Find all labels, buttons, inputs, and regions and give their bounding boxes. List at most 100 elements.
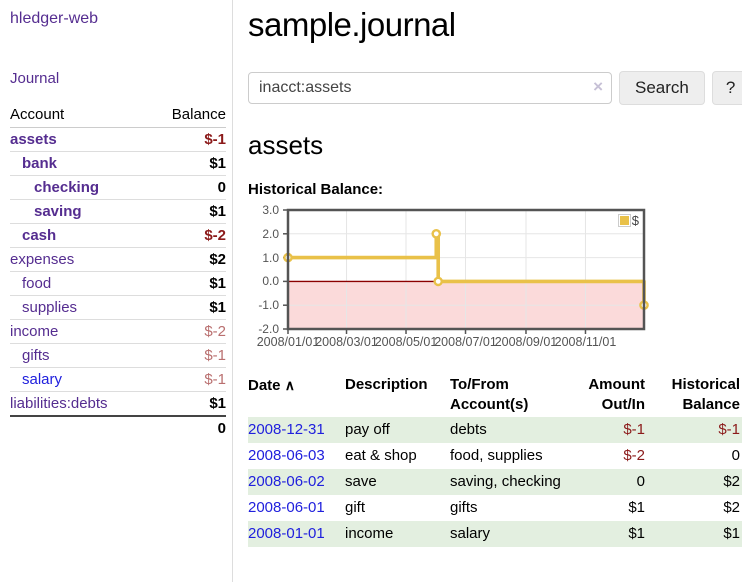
account-link-supplies[interactable]: supplies (22, 299, 77, 316)
account-balance: $-1 (149, 128, 226, 152)
y-axis-tick-label: -2.0 (243, 322, 279, 336)
accounts-total-row: 0 (10, 416, 226, 440)
transaction-balance: $1 (649, 521, 742, 547)
account-row: assets $-1 (10, 128, 226, 152)
account-link-gifts[interactable]: gifts (22, 347, 50, 364)
transaction-amount: $-2 (571, 443, 649, 469)
transaction-date-link[interactable]: 2008-06-03 (248, 447, 325, 464)
register-col-description: Description (345, 373, 450, 417)
account-row: bank $1 (10, 152, 226, 176)
legend-swatch-icon (618, 214, 631, 227)
account-balance: $-1 (149, 368, 226, 392)
transaction-accounts: saving, checking (450, 469, 571, 495)
x-axis-tick-label: 2008/01/01 (257, 335, 320, 349)
accounts-col-account: Account (10, 103, 149, 128)
x-axis-tick-label: 2008/11/01 (555, 335, 617, 349)
account-row: expenses $2 (10, 248, 226, 272)
transaction-description: income (345, 521, 450, 547)
accounts-table: Account Balance assets $-1 bank $1 checking 0… (10, 103, 226, 440)
accounts-col-balance: Balance (149, 103, 226, 128)
transaction-description: pay off (345, 417, 450, 443)
account-link-liabilities-debts[interactable]: liabilities:debts (10, 395, 108, 412)
account-row: gifts $-1 (10, 344, 226, 368)
transaction-date-link[interactable]: 2008-12-31 (248, 421, 325, 438)
transaction-accounts: salary (450, 521, 571, 547)
register-row[interactable]: 2008-06-01giftgifts$1$2 (248, 495, 742, 521)
clear-search-icon[interactable]: × (593, 77, 603, 97)
transaction-amount: $-1 (571, 417, 649, 443)
register-row[interactable]: 2008-06-02savesaving, checking0$2 (248, 469, 742, 495)
x-axis-tick-label: 2008/03/01 (315, 335, 378, 349)
transaction-description: eat & shop (345, 443, 450, 469)
search-bar: × Search ? (248, 71, 742, 105)
account-link-bank[interactable]: bank (22, 155, 57, 172)
account-balance: $1 (149, 200, 226, 224)
account-balance: 0 (149, 176, 226, 200)
transaction-date-link[interactable]: 2008-01-01 (248, 525, 325, 542)
register-col-accounts: To/From Account(s) (450, 373, 571, 417)
register-col-date[interactable]: Date ∧ (248, 373, 345, 417)
hledger-web-page: hledger-web Journal Account Balance asse… (0, 0, 742, 582)
page-title: sample.journal (248, 6, 742, 44)
transaction-date-link[interactable]: 2008-06-01 (248, 499, 325, 516)
x-axis-tick-label: 2008/07/01 (434, 335, 497, 349)
y-axis-tick-label: 0.0 (243, 274, 279, 288)
x-axis-tick-label: 2008/09/01 (495, 335, 558, 349)
register-row[interactable]: 2008-01-01incomesalary$1$1 (248, 521, 742, 547)
account-balance: $-2 (149, 224, 226, 248)
transaction-description: save (345, 469, 450, 495)
account-link-saving[interactable]: saving (34, 203, 82, 220)
account-row: supplies $1 (10, 296, 226, 320)
transaction-description: gift (345, 495, 450, 521)
chart-title: Historical Balance: (248, 181, 742, 198)
transaction-balance: $-1 (649, 417, 742, 443)
account-link-salary[interactable]: salary (22, 371, 62, 388)
account-row: saving $1 (10, 200, 226, 224)
register-col-balance: Historical Balance (649, 373, 742, 417)
account-balance: $1 (149, 296, 226, 320)
account-link-cash[interactable]: cash (22, 227, 56, 244)
legend-label: $ (632, 213, 639, 228)
transaction-amount: $1 (571, 521, 649, 547)
register-row[interactable]: 2008-12-31pay offdebts$-1$-1 (248, 417, 742, 443)
transaction-balance: $2 (649, 495, 742, 521)
register-col-amount: Amount Out/In (571, 373, 649, 417)
account-row: checking 0 (10, 176, 226, 200)
register-table: Date ∧ Description To/From Account(s) Am… (248, 373, 742, 547)
register-row[interactable]: 2008-06-03eat & shopfood, supplies$-20 (248, 443, 742, 469)
account-row: food $1 (10, 272, 226, 296)
search-button[interactable]: Search (619, 71, 705, 105)
account-link-assets[interactable]: assets (10, 131, 57, 148)
chart-plot-area: $ 3.02.01.00.0-1.0-2.0 (285, 207, 647, 332)
main-content: sample.journal × Search ? assets Histori… (233, 0, 742, 582)
historical-balance-chart: $ 3.02.01.00.0-1.0-2.0 2008/01/012008/03… (248, 207, 742, 351)
account-row: income$-2 (10, 320, 226, 344)
account-link-checking[interactable]: checking (34, 179, 99, 196)
app-brand-link[interactable]: hledger-web (10, 10, 226, 28)
account-link-income[interactable]: income (10, 323, 58, 340)
account-row: salary $-1 (10, 368, 226, 392)
account-link-expenses[interactable]: expenses (10, 251, 74, 268)
account-balance: $1 (149, 152, 226, 176)
help-button[interactable]: ? (712, 71, 742, 105)
account-heading: assets (248, 130, 742, 161)
sidebar-item-journal[interactable]: Journal (10, 70, 226, 87)
transaction-date-link[interactable]: 2008-06-02 (248, 473, 325, 490)
account-balance: $2 (149, 248, 226, 272)
transaction-accounts: gifts (450, 495, 571, 521)
transaction-balance: 0 (649, 443, 742, 469)
accounts-total-value: 0 (149, 416, 226, 440)
y-axis-tick-label: -1.0 (243, 298, 279, 312)
account-link-food[interactable]: food (22, 275, 51, 292)
sidebar: hledger-web Journal Account Balance asse… (0, 0, 233, 582)
transaction-balance: $2 (649, 469, 742, 495)
y-axis-tick-label: 1.0 (243, 251, 279, 265)
y-axis-tick-label: 3.0 (243, 203, 279, 217)
account-balance: $1 (149, 272, 226, 296)
transaction-accounts: debts (450, 417, 571, 443)
search-input[interactable] (248, 72, 612, 104)
y-axis-tick-label: 2.0 (243, 227, 279, 241)
account-balance: $-1 (149, 344, 226, 368)
account-row: cash $-2 (10, 224, 226, 248)
sort-ascending-icon: ∧ (285, 377, 295, 393)
